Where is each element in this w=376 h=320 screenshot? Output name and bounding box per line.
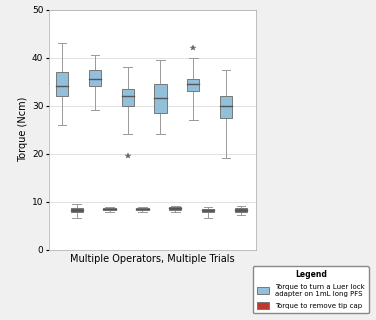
Bar [103, 208, 116, 210]
Bar [89, 70, 101, 86]
Bar [136, 208, 149, 210]
Legend: Torque to turn a Luer lock
adapter on 1mL long PFS, Torque to remove tip cap: Torque to turn a Luer lock adapter on 1m… [253, 266, 369, 313]
Bar [154, 84, 167, 113]
Bar [121, 89, 134, 106]
Bar [71, 208, 83, 212]
Bar [235, 208, 247, 212]
Bar [56, 72, 68, 96]
Bar [187, 79, 199, 91]
Y-axis label: Torque (Ncm): Torque (Ncm) [18, 97, 28, 162]
Bar [169, 207, 181, 210]
Bar [202, 209, 214, 212]
Bar [220, 96, 232, 118]
X-axis label: Multiple Operators, Multiple Trials: Multiple Operators, Multiple Trials [70, 254, 235, 264]
